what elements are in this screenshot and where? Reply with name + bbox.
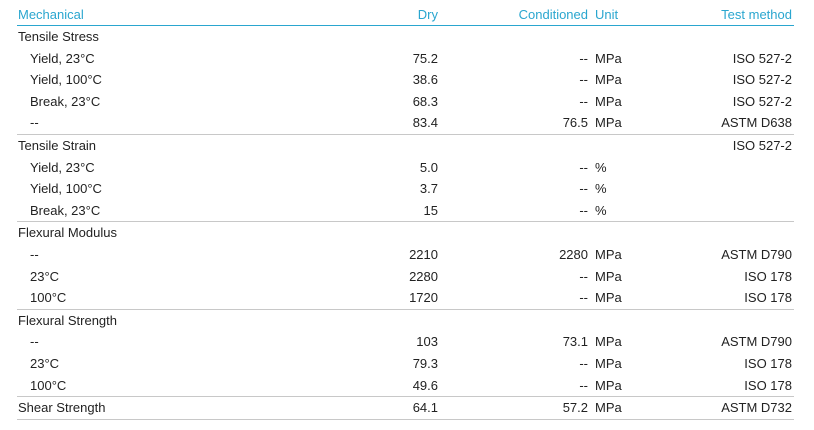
row-label: 100°C	[30, 377, 67, 393]
header-mechanical: Mechanical	[18, 7, 84, 22]
row-unit: MPa	[595, 246, 622, 262]
row-dry: 68.3	[412, 93, 438, 109]
table-row: Yield, 23°C 75.2 -- MPa ISO 527-2	[17, 48, 794, 70]
header-dry: Dry	[417, 7, 438, 22]
row-conditioned: 57.2	[562, 400, 588, 416]
header-conditioned: Conditioned	[518, 7, 588, 22]
row-conditioned: --	[579, 290, 588, 306]
group-row-tensile-stress: Tensile Stress	[17, 26, 794, 48]
header-unit: Unit	[595, 7, 619, 22]
row-dry: 2280	[409, 268, 438, 284]
row-test-method: ISO 178	[744, 355, 792, 371]
row-conditioned: --	[579, 181, 588, 197]
table-row: Yield, 100°C 3.7 -- %	[17, 178, 794, 200]
table-row: -- 2210 2280 MPa ASTM D790	[17, 244, 794, 266]
row-unit: MPa	[595, 400, 622, 416]
row-test-method: ISO 527-2	[732, 72, 792, 88]
row-label: Flexural Modulus	[18, 225, 117, 241]
row-test-method: ISO 527-2	[732, 93, 792, 109]
table-row: Yield, 100°C 38.6 -- MPa ISO 527-2	[17, 69, 794, 91]
table-row: 100°C 49.6 -- MPa ISO 178	[17, 375, 794, 398]
table-row: -- 83.4 76.5 MPa ASTM D638	[17, 112, 794, 135]
row-conditioned: --	[579, 159, 588, 175]
row-dry: 2210	[409, 246, 438, 262]
group-row-flexural-modulus: Flexural Modulus	[17, 222, 794, 244]
group-row-flexural-strength: Flexural Strength	[17, 310, 794, 332]
row-label: Shear Strength	[18, 400, 106, 416]
row-conditioned: --	[579, 268, 588, 284]
row-dry: 15	[423, 202, 438, 218]
row-dry: 64.1	[412, 400, 438, 416]
row-conditioned: --	[579, 93, 588, 109]
group-row-tensile-strain: Tensile Strain ISO 527-2	[17, 135, 794, 157]
row-unit: MPa	[595, 334, 622, 350]
row-unit: %	[595, 202, 607, 218]
row-conditioned: --	[579, 50, 588, 66]
row-unit: MPa	[595, 50, 622, 66]
table-header: Mechanical Dry Conditioned Unit Test met…	[17, 5, 794, 26]
row-test-method: ASTM D790	[721, 334, 792, 350]
row-conditioned: --	[579, 202, 588, 218]
row-test-method: ASTM D638	[721, 115, 792, 131]
row-conditioned: --	[579, 355, 588, 371]
table-row: 23°C 79.3 -- MPa ISO 178	[17, 353, 794, 375]
row-label: Yield, 100°C	[30, 72, 102, 88]
row-test-method: ISO 178	[744, 268, 792, 284]
row-dry: 79.3	[412, 355, 438, 371]
row-dry: 49.6	[412, 377, 438, 393]
row-label: --	[30, 246, 39, 262]
row-label: --	[30, 334, 39, 350]
row-label: Yield, 23°C	[30, 159, 95, 175]
row-dry: 103	[416, 334, 438, 350]
row-label: 23°C	[30, 268, 60, 284]
row-unit: MPa	[595, 355, 622, 371]
group-row-shear-strength: Shear Strength 64.1 57.2 MPa ASTM D732	[17, 397, 794, 420]
table-row: -- 103 73.1 MPa ASTM D790	[17, 331, 794, 353]
row-conditioned: 73.1	[562, 334, 588, 350]
row-label: Yield, 100°C	[30, 181, 102, 197]
row-test-method: ISO 527-2	[732, 50, 792, 66]
row-label: --	[30, 115, 39, 131]
row-test-method: ASTM D790	[721, 246, 792, 262]
row-label: Tensile Strain	[18, 137, 97, 153]
row-unit: MPa	[595, 93, 622, 109]
row-label: 23°C	[30, 355, 60, 371]
row-unit: MPa	[595, 72, 622, 88]
table-row: 100°C 1720 -- MPa ISO 178	[17, 287, 794, 310]
row-conditioned: --	[579, 377, 588, 393]
row-unit: MPa	[595, 115, 622, 131]
row-test-method: ASTM D732	[721, 400, 792, 416]
row-label: 100°C	[30, 290, 67, 306]
row-dry: 1720	[409, 290, 438, 306]
row-label: Tensile Stress	[18, 29, 99, 44]
row-test-method: ISO 527-2	[732, 137, 792, 153]
row-label: Break, 23°C	[30, 202, 101, 218]
row-unit: MPa	[595, 268, 622, 284]
row-label: Yield, 23°C	[30, 50, 95, 66]
row-label: Flexural Strength	[18, 312, 117, 328]
row-unit: %	[595, 181, 607, 197]
row-unit: MPa	[595, 377, 622, 393]
row-dry: 83.4	[412, 115, 438, 131]
row-conditioned: 2280	[559, 246, 588, 262]
mechanical-properties-table: Mechanical Dry Conditioned Unit Test met…	[17, 5, 794, 420]
row-conditioned: 76.5	[562, 115, 588, 131]
row-dry: 5.0	[419, 159, 438, 175]
row-dry: 38.6	[412, 72, 438, 88]
header-test-method: Test method	[721, 7, 792, 22]
row-conditioned: --	[579, 72, 588, 88]
row-label: Break, 23°C	[30, 93, 101, 109]
table-row: 23°C 2280 -- MPa ISO 178	[17, 266, 794, 288]
table-row: Yield, 23°C 5.0 -- %	[17, 157, 794, 179]
row-unit: %	[595, 159, 607, 175]
row-test-method: ISO 178	[744, 377, 792, 393]
row-dry: 3.7	[419, 181, 438, 197]
table-row: Break, 23°C 15 -- %	[17, 200, 794, 223]
table-row: Break, 23°C 68.3 -- MPa ISO 527-2	[17, 91, 794, 113]
row-dry: 75.2	[412, 50, 438, 66]
row-unit: MPa	[595, 290, 622, 306]
row-test-method: ISO 178	[744, 290, 792, 306]
